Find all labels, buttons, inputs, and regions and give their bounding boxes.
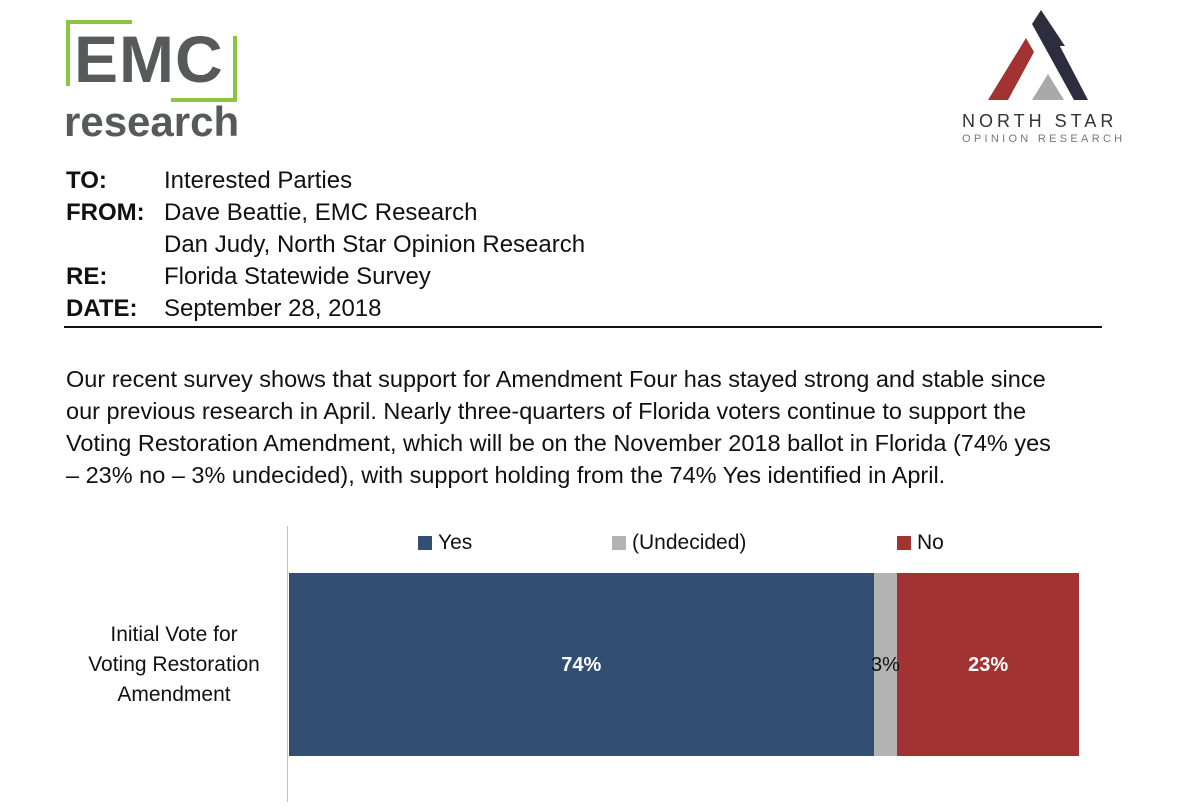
legend-swatch-undecided — [612, 536, 626, 550]
legend-item-undecided: (Undecided) — [612, 530, 746, 556]
bar-label-yes: 74% — [561, 654, 602, 676]
memo-to-label: TO: — [66, 167, 107, 194]
memo-row-date: DATE: September 28, 2018 — [66, 294, 1101, 326]
chart-category-axis — [287, 526, 288, 802]
emc-logo-text: EMC — [74, 22, 224, 96]
emc-logo-subtext: research — [64, 98, 240, 145]
north-star-logo-name: NORTH STAR — [962, 111, 1118, 131]
memo-from-value-2: Dan Judy, North Star Opinion Research — [164, 231, 586, 258]
body-paragraph: Our recent survey shows that support for… — [66, 363, 1126, 491]
memo-row-re: RE: Florida Statewide Survey — [66, 262, 1101, 294]
emc-logo-frame — [66, 20, 237, 102]
bar-label-undecided: 3% — [870, 654, 900, 676]
memo-header: TO: Interested Parties FROM: Dave Beatti… — [66, 166, 1101, 326]
legend-item-no: No — [897, 530, 944, 556]
north-star-mark-icon — [988, 10, 1088, 100]
bar-undecided — [873, 573, 898, 756]
paragraph-line: Voting Restoration Amendment, which will… — [66, 430, 1051, 456]
memo-to-value: Interested Parties — [164, 167, 353, 194]
memo-divider — [64, 326, 1102, 328]
bar-yes — [289, 573, 874, 756]
memo-date-value: September 28, 2018 — [164, 295, 382, 322]
memo-row-to: TO: Interested Parties — [66, 166, 1101, 198]
paragraph-line: – 23% no – 3% undecided), with support h… — [66, 462, 946, 488]
memo-from-value: Dave Beattie, EMC Research — [164, 199, 478, 226]
paragraph-line: our previous research in April. Nearly t… — [66, 398, 1027, 424]
north-star-logo-subtitle: OPINION RESEARCH — [962, 133, 1126, 145]
memo-re-label: RE: — [66, 263, 108, 290]
memo-date-label: DATE: — [66, 295, 138, 322]
north-star-logo: NORTH STAR OPINION RESEARCH — [958, 8, 1128, 148]
legend-swatch-yes — [418, 536, 432, 550]
paragraph-line: Our recent survey shows that support for… — [66, 366, 1046, 392]
emc-research-logo: EMC research — [64, 16, 244, 144]
legend-label-no: No — [917, 531, 944, 554]
legend-item-yes: Yes — [418, 530, 472, 556]
memo-row-from: FROM: Dave Beattie, EMC Research — [66, 198, 1101, 230]
legend-label-yes: Yes — [438, 531, 473, 554]
bar-no — [897, 573, 1079, 756]
memo-re-value: Florida Statewide Survey — [164, 263, 431, 290]
bar-label-no: 23% — [968, 654, 1009, 676]
legend-label-undecided: (Undecided) — [632, 531, 747, 554]
chart-category-label: Initial Vote for Voting Restoration Amen… — [88, 623, 260, 706]
memo-from-label: FROM: — [66, 199, 145, 226]
legend-swatch-no — [897, 536, 911, 550]
memo-row-from-2: Dan Judy, North Star Opinion Research — [66, 230, 1101, 262]
